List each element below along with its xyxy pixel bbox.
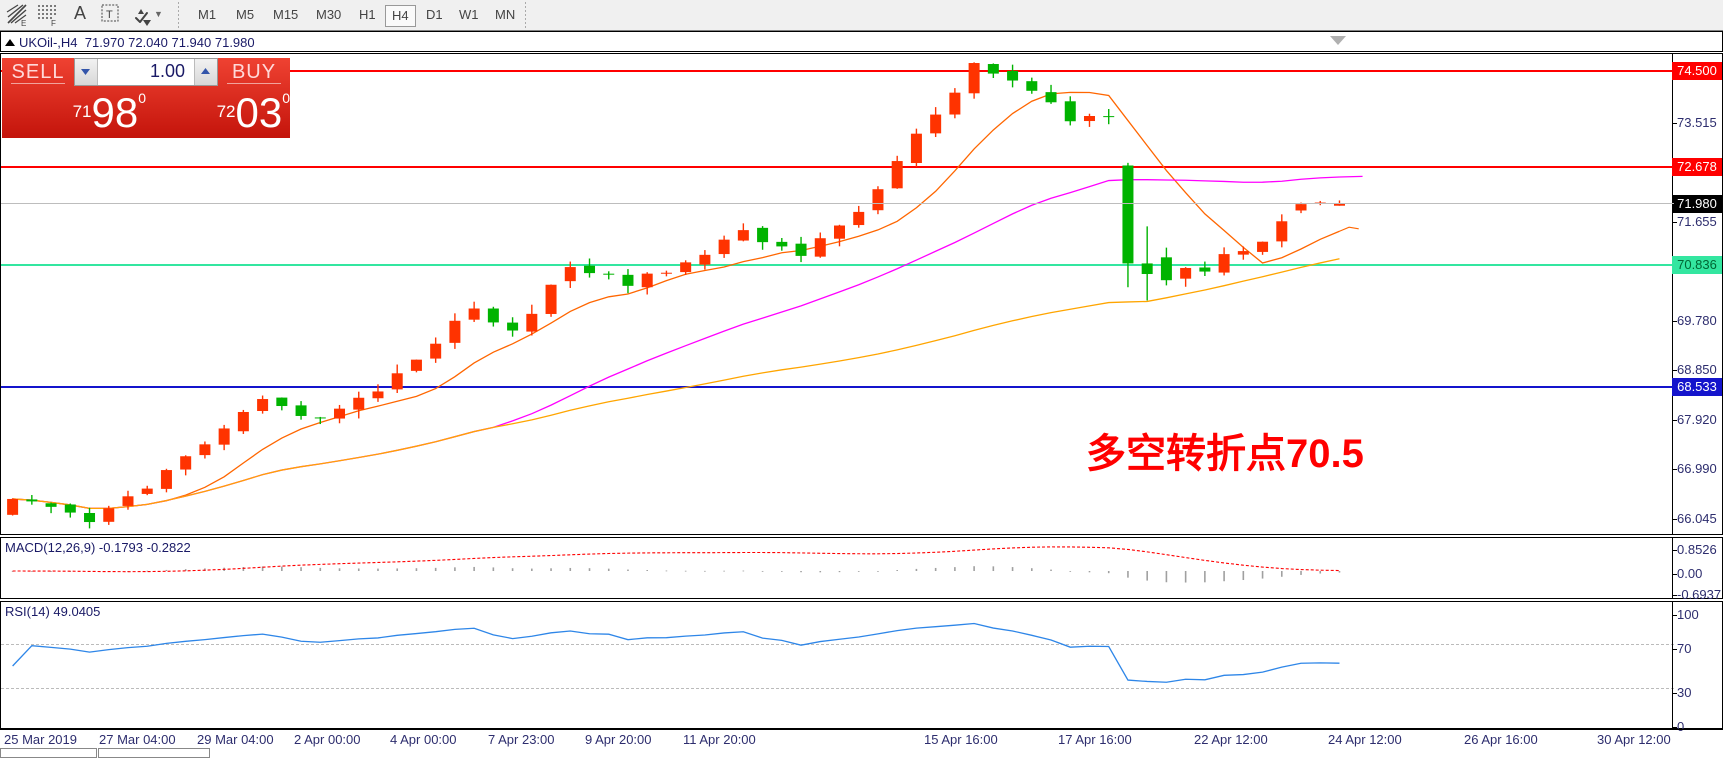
svg-text:F: F (51, 19, 56, 27)
svg-text:T: T (106, 9, 113, 21)
svg-text:E: E (21, 19, 26, 27)
